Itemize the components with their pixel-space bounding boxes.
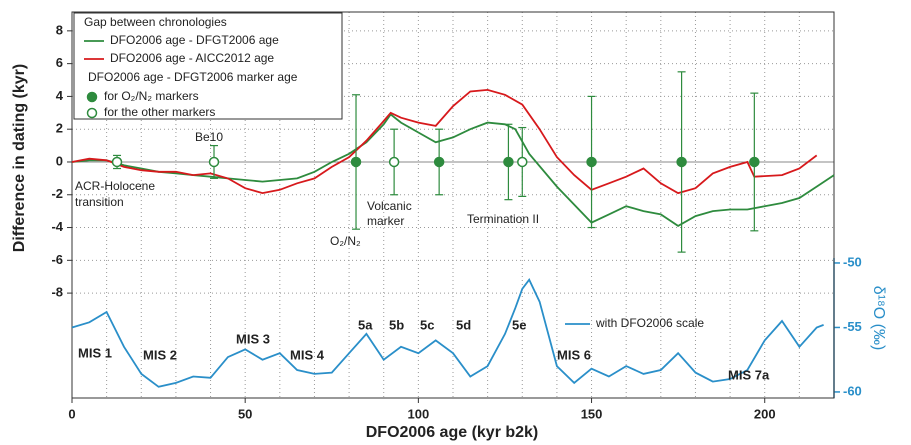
y-tick-label: -8	[51, 285, 63, 300]
annotation: 5b	[389, 317, 404, 332]
marker	[433, 156, 445, 168]
annotation: MIS 6	[557, 347, 591, 362]
marker	[388, 156, 400, 168]
annotation: MIS 4	[290, 347, 325, 362]
y2-tick-label: -60	[843, 383, 862, 398]
y2-axis-label: δ¹⁸O (‰)	[870, 286, 887, 351]
annotation: transition	[75, 195, 124, 209]
y-tick-label: -2	[51, 186, 63, 201]
data-line	[71, 88, 818, 195]
marker	[586, 156, 597, 168]
legend-label: for the other markers	[104, 105, 215, 119]
y2-tick-label: -50	[843, 254, 862, 269]
x-axis-label: DFO2006 age (kyr b2k)	[366, 424, 539, 441]
annotation: O₂/N₂	[330, 234, 361, 248]
annotation: 5d	[456, 317, 471, 332]
annotation: Volcanic	[367, 199, 412, 213]
legend-box	[73, 12, 343, 120]
y-axis-label: Difference in dating (kyr)	[11, 64, 28, 252]
x-tick-label: 50	[238, 406, 252, 421]
y-tick-label: -4	[51, 219, 63, 234]
y-tick-label: -6	[51, 252, 63, 267]
legend-swatch	[86, 107, 98, 119]
plot-frame	[71, 11, 835, 399]
y-tick-label: 6	[56, 55, 63, 70]
marker	[517, 156, 528, 168]
marker	[676, 156, 687, 168]
y2-tick-label: -55	[843, 319, 862, 334]
y-tick-label: 2	[56, 121, 63, 136]
x-tick-label: 0	[68, 406, 75, 421]
y-tick-label: 4	[56, 88, 64, 103]
legend-subtitle: DFO2006 age - DFGT2006 marker age	[88, 70, 298, 84]
annotation: 5e	[512, 317, 526, 332]
y-tick-label: 8	[56, 22, 63, 37]
data-line	[71, 113, 835, 227]
legend-title: Gap between chronologies	[84, 15, 227, 29]
marker	[749, 156, 760, 168]
x-tick-label: 200	[754, 406, 776, 421]
marker	[503, 156, 514, 168]
marker	[208, 156, 220, 168]
annotation: Termination II	[467, 212, 539, 226]
annotation: 5c	[420, 317, 434, 332]
x-tick-label: 150	[581, 406, 603, 421]
y-tick-label: 0	[56, 153, 63, 168]
annotation: MIS 7a	[728, 367, 770, 382]
annotation: MIS 1	[78, 345, 112, 360]
annotation: ACR-Holocene	[75, 179, 155, 193]
marker	[350, 156, 362, 168]
annotation: marker	[367, 214, 404, 228]
legend-swatch	[86, 91, 98, 103]
data-line	[71, 277, 824, 388]
marker	[111, 156, 123, 168]
x-tick-label: 100	[408, 406, 430, 421]
annotation: MIS 2	[143, 347, 177, 362]
annotation: 5a	[358, 317, 373, 332]
legend-label: with DFO2006 scale	[595, 316, 704, 330]
annotation: Be10	[195, 130, 223, 144]
legend-label: DFO2006 age - AICC2012 age	[110, 51, 274, 65]
annotation: MIS 3	[236, 331, 270, 346]
legend-label: for O₂/N₂ markers	[104, 89, 199, 103]
legend-label: DFO2006 age - DFGT2006 age	[110, 33, 279, 47]
